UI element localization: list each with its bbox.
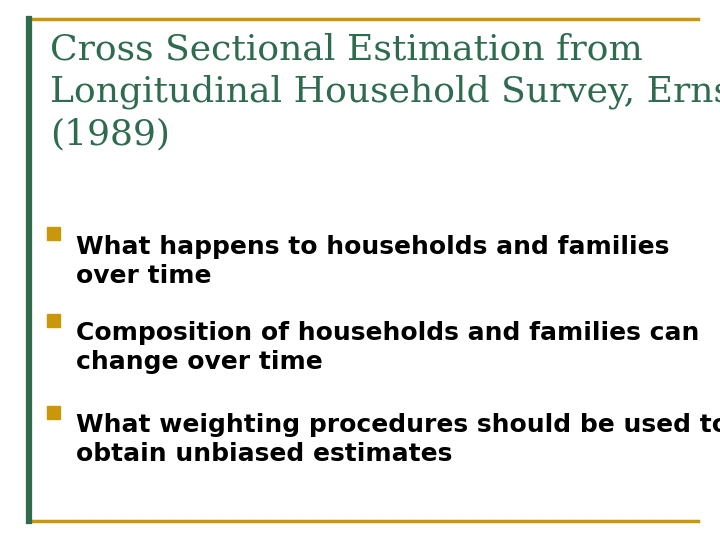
Text: Cross Sectional Estimation from
Longitudinal Household Survey, Ernst
(1989): Cross Sectional Estimation from Longitud… (50, 32, 720, 151)
Bar (47, 227, 60, 240)
Text: Composition of households and families can
change over time: Composition of households and families c… (76, 321, 699, 374)
Text: What happens to households and families
over time: What happens to households and families … (76, 235, 669, 288)
Bar (47, 314, 60, 327)
Bar (47, 406, 60, 419)
Text: What weighting procedures should be used to
obtain unbiased estimates: What weighting procedures should be used… (76, 413, 720, 466)
